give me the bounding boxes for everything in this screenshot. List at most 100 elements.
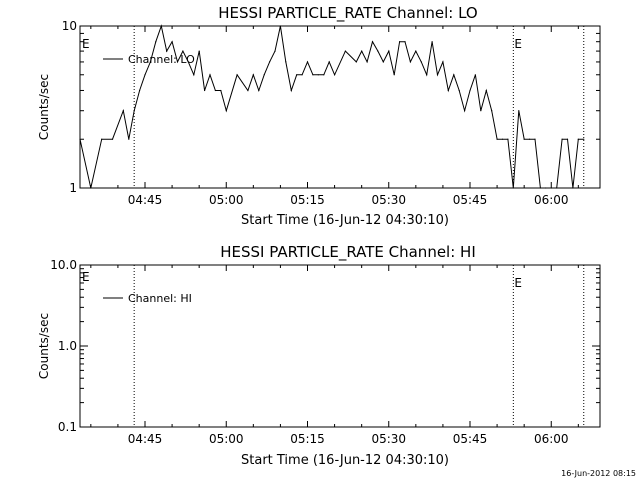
data-point: [556, 187, 558, 189]
data-point: [518, 110, 520, 112]
data-point: [523, 138, 525, 140]
data-point: [377, 50, 379, 52]
data-point: [160, 25, 162, 27]
data-point: [139, 89, 141, 92]
x-tick-label: 05:30: [371, 432, 406, 446]
data-point: [409, 61, 411, 63]
panel-lo-xlabel: Start Time (16-Jun-12 04:30:10): [241, 213, 449, 228]
panel-lo-title: HESSI PARTICLE_RATE Channel: LO: [218, 4, 477, 23]
data-point: [252, 74, 254, 76]
data-point: [171, 41, 173, 43]
x-tick-label: 05:00: [209, 432, 244, 446]
y-tick-label: 1: [69, 181, 77, 195]
data-point: [491, 110, 493, 112]
panel-lo-legend-label: Channel: LO: [128, 53, 195, 66]
data-point: [344, 50, 346, 52]
event-marker-label: E: [514, 276, 522, 290]
data-point: [566, 138, 569, 140]
data-point: [122, 110, 124, 112]
panel-hi: HESSI PARTICLE_RATE Channel: HI Counts/s…: [37, 243, 601, 468]
data-point: [133, 110, 135, 112]
panel-hi-xlabel: Start Time (16-Jun-12 04:30:10): [241, 453, 449, 468]
data-point: [447, 89, 449, 92]
x-tick-label: 05:45: [453, 432, 488, 446]
data-point: [545, 187, 547, 189]
data-point: [79, 138, 81, 140]
data-point: [90, 187, 92, 189]
data-point: [101, 138, 103, 140]
x-tick-label: 05:45: [453, 193, 488, 207]
data-point: [247, 89, 249, 92]
y-tick-label: 10.0: [50, 258, 77, 272]
data-point: [258, 89, 260, 92]
data-point: [453, 74, 455, 76]
x-tick-label: 06:00: [534, 193, 569, 207]
x-tick-label: 06:00: [534, 432, 569, 446]
data-point: [128, 138, 130, 140]
data-point: [176, 61, 179, 63]
data-point: [366, 61, 368, 63]
panel-hi-legend-label: Channel: HI: [128, 292, 192, 305]
data-point: [312, 74, 314, 76]
y-tick-label: 10: [62, 19, 77, 33]
data-point: [539, 187, 542, 189]
data-point: [274, 50, 276, 52]
data-point: [149, 61, 151, 63]
data-point: [269, 61, 271, 63]
data-point: [458, 89, 460, 92]
data-point: [182, 50, 184, 52]
data-point: [501, 138, 504, 140]
data-point: [317, 74, 319, 76]
data-point: [371, 41, 374, 43]
data-point: [144, 74, 146, 76]
data-point: [436, 74, 439, 76]
data-point: [388, 50, 390, 52]
y-tick-label: 1.0: [58, 339, 77, 353]
data-point: [426, 74, 428, 76]
data-point: [415, 50, 417, 52]
data-point: [583, 138, 585, 140]
data-point: [442, 61, 444, 63]
panel-hi-title: HESSI PARTICLE_RATE Channel: HI: [220, 243, 476, 262]
data-point: [534, 138, 536, 140]
data-point: [393, 74, 395, 76]
data-point: [355, 61, 357, 63]
data-point: [561, 138, 563, 140]
data-point: [290, 89, 292, 92]
data-point: [572, 187, 574, 189]
x-tick-label: 04:45: [128, 193, 163, 207]
data-point: [187, 61, 189, 63]
data-point: [431, 41, 433, 43]
data-point: [399, 41, 401, 43]
data-point: [577, 138, 579, 140]
panel-lo-marks: 04:45 05:00 05:15 05:30 05:45 06:00 1 10 E: [62, 19, 600, 207]
data-point: [512, 187, 514, 189]
data-point: [155, 41, 157, 43]
data-point: [474, 74, 476, 76]
data-point: [306, 61, 309, 63]
panel-hi-ylabel: Counts/sec: [37, 313, 51, 379]
x-tick-label: 05:00: [209, 193, 244, 207]
data-point: [263, 74, 265, 76]
data-point: [550, 187, 552, 189]
data-point: [204, 89, 206, 92]
data-point: [279, 25, 281, 27]
panel-hi-frame: [79, 264, 601, 428]
data-point: [236, 74, 238, 76]
data-point: [111, 138, 114, 140]
data-point: [485, 89, 487, 92]
data-point: [323, 74, 325, 76]
data-point: [464, 110, 466, 112]
data-point: [469, 89, 471, 92]
panel-hi-corner-label: E: [82, 270, 90, 284]
x-tick-label: 04:45: [128, 432, 163, 446]
data-point: [334, 74, 336, 76]
series-line: [79, 24, 584, 189]
x-tick-label: 05:15: [290, 432, 325, 446]
panel-lo-frame: [79, 25, 601, 189]
event-marker-label: E: [514, 37, 522, 51]
data-point: [404, 41, 406, 43]
panel-lo: HESSI PARTICLE_RATE Channel: LO Counts/s…: [37, 4, 601, 228]
panel-hi-marks: 04:45 05:00 05:15 05:30 05:45 06:00 0.1 1.0 10.0…: [50, 258, 600, 446]
